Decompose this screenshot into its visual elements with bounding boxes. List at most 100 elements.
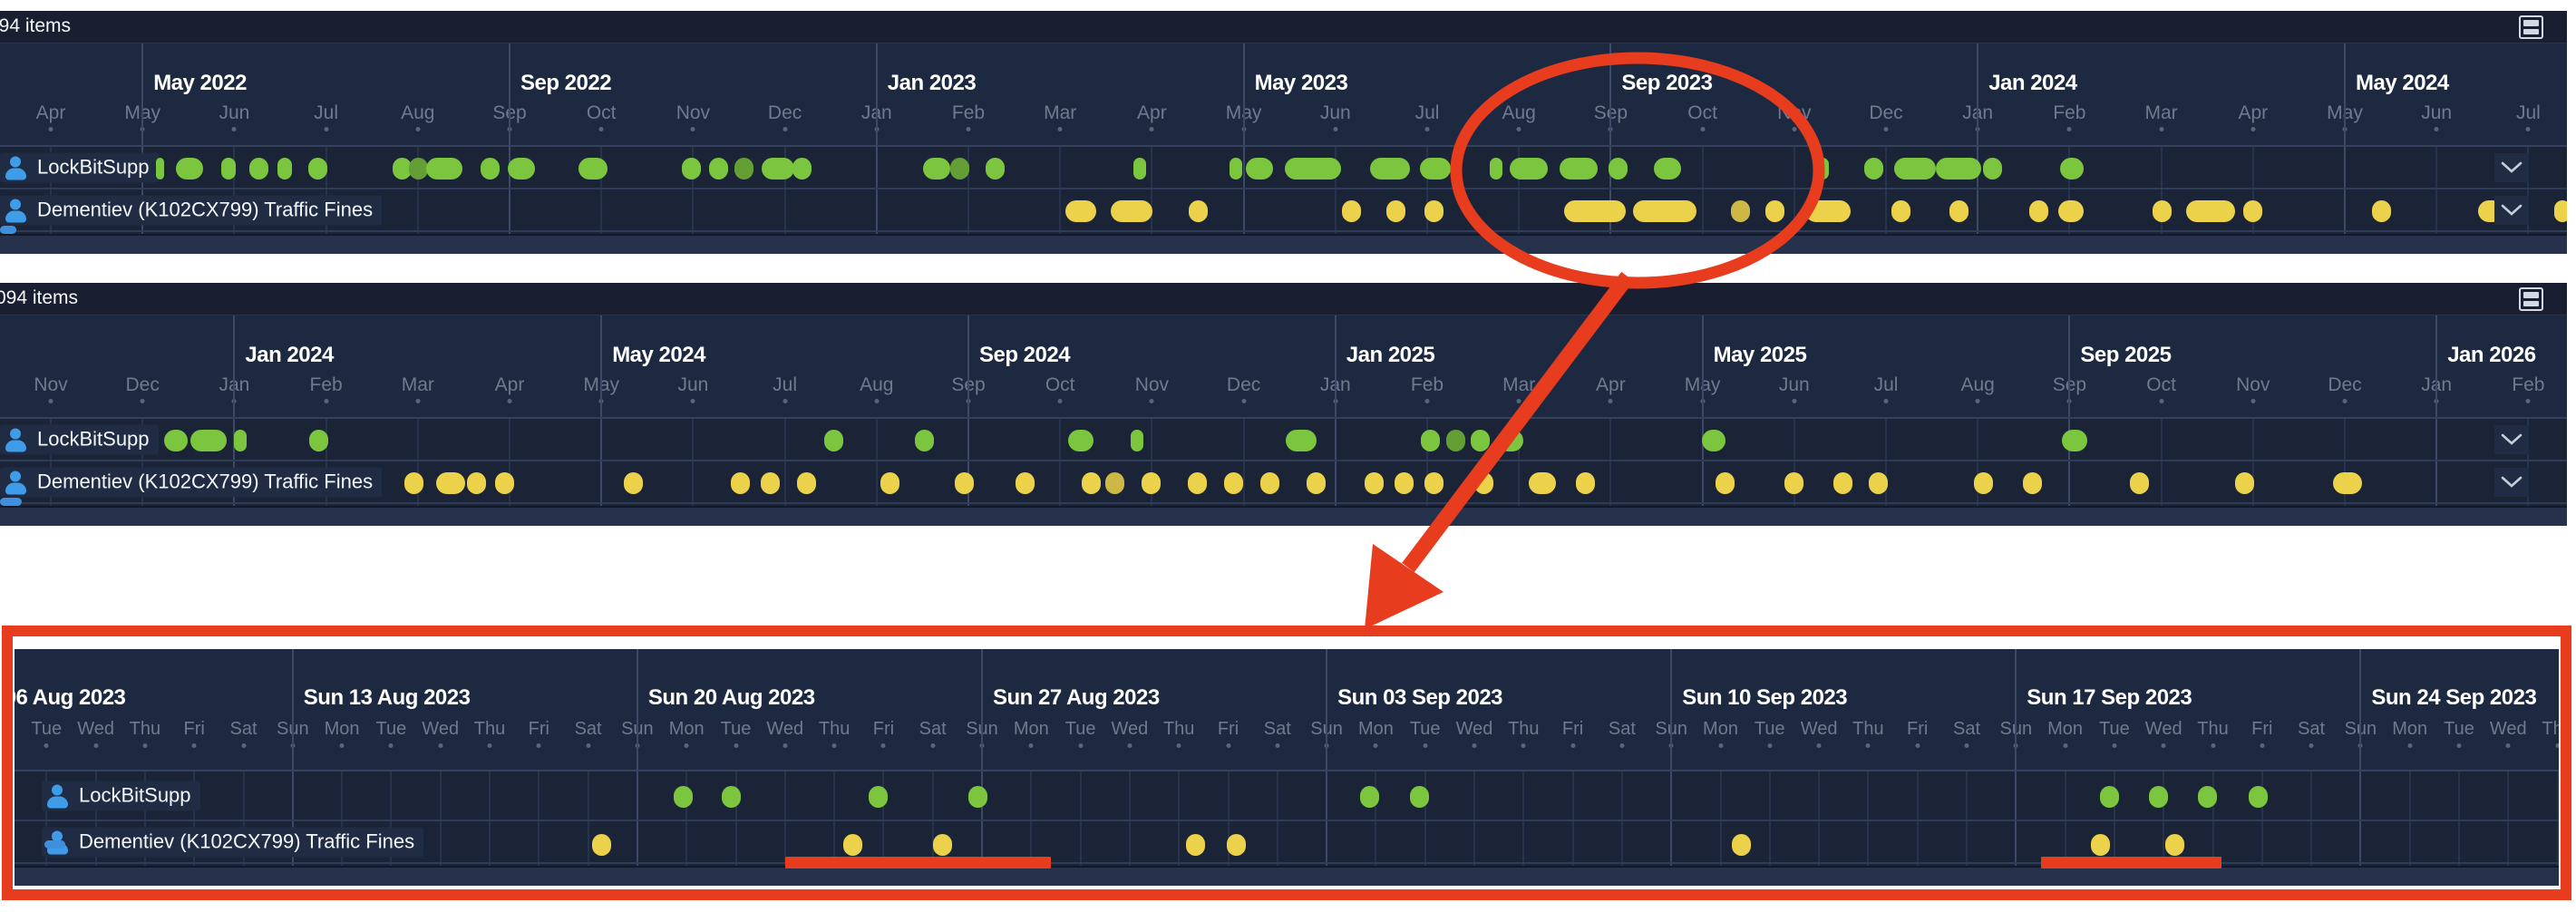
event-dot[interactable]: [1863, 158, 1883, 179]
timeline-row-lockbitsupp[interactable]: LockBitSupp: [0, 147, 2567, 189]
row-label-chip[interactable]: Dementiev (K102CX799) Traffic Fines: [0, 467, 383, 497]
event-dot[interactable]: [190, 430, 227, 451]
event-dot[interactable]: [221, 158, 236, 179]
event-dot[interactable]: [436, 472, 465, 494]
event-dot[interactable]: [1894, 158, 1936, 179]
event-dot[interactable]: [1385, 200, 1405, 222]
timeline-row-dementiev[interactable]: Dementiev (K102CX799) Traffic Fines: [0, 189, 2567, 232]
event-dot[interactable]: [880, 472, 899, 494]
event-dot[interactable]: [1575, 472, 1595, 494]
event-dot[interactable]: [2186, 200, 2235, 222]
event-dot[interactable]: [176, 158, 203, 179]
event-dot[interactable]: [985, 158, 1005, 179]
event-dot[interactable]: [1832, 472, 1852, 494]
timeline-row-lockbitsupp[interactable]: LockBitSupp: [15, 771, 2559, 821]
scroll-thumb[interactable]: [44, 840, 65, 849]
event-dot[interactable]: [2242, 200, 2262, 222]
event-dot[interactable]: [2129, 472, 2149, 494]
overview-strip[interactable]: [15, 866, 2559, 886]
event-dot[interactable]: [1306, 472, 1326, 494]
event-dot[interactable]: [307, 158, 327, 179]
timeline-row-lockbitsupp[interactable]: LockBitSupp: [0, 419, 2567, 461]
event-dot[interactable]: [277, 158, 292, 179]
overview-strip[interactable]: [0, 234, 2567, 254]
row-label-chip[interactable]: LockBitSupp: [42, 781, 200, 810]
row-label-chip[interactable]: Dementiev (K102CX799) Traffic Fines: [42, 827, 424, 857]
event-dot[interactable]: [1420, 158, 1451, 179]
row-label-chip[interactable]: LockBitSupp: [0, 152, 159, 182]
event-dot[interactable]: [1223, 472, 1243, 494]
event-dot[interactable]: [1608, 158, 1628, 179]
event-dot[interactable]: [1111, 200, 1152, 222]
event-dot[interactable]: [1230, 158, 1242, 179]
event-dot[interactable]: [1982, 158, 2002, 179]
event-dot[interactable]: [234, 430, 247, 451]
event-dot[interactable]: [967, 786, 987, 808]
event-dot[interactable]: [2197, 786, 2217, 808]
event-dot[interactable]: [796, 472, 816, 494]
event-dot[interactable]: [1133, 158, 1146, 179]
scroll-thumb[interactable]: [0, 226, 16, 234]
event-dot[interactable]: [1285, 158, 1341, 179]
event-dot[interactable]: [1104, 472, 1124, 494]
event-dot[interactable]: [1973, 472, 1993, 494]
event-dot[interactable]: [1529, 472, 1556, 494]
event-dot[interactable]: [2333, 472, 2362, 494]
event-dot[interactable]: [1654, 158, 1681, 179]
event-dot[interactable]: [1470, 430, 1490, 451]
event-dot[interactable]: [1364, 472, 1384, 494]
event-dot[interactable]: [823, 430, 843, 451]
event-dot[interactable]: [730, 472, 750, 494]
chevron-down-icon[interactable]: [2494, 467, 2529, 497]
event-dot[interactable]: [1015, 472, 1035, 494]
event-dot[interactable]: [2099, 786, 2119, 808]
event-dot[interactable]: [2148, 786, 2168, 808]
event-dot[interactable]: [1949, 200, 1968, 222]
event-dot[interactable]: [1185, 834, 1205, 856]
chevron-down-icon[interactable]: [2494, 152, 2529, 182]
event-dot[interactable]: [494, 472, 514, 494]
event-dot[interactable]: [1891, 200, 1910, 222]
event-dot[interactable]: [2164, 834, 2184, 856]
event-dot[interactable]: [914, 430, 934, 451]
event-dot[interactable]: [708, 158, 728, 179]
event-dot[interactable]: [2371, 200, 2391, 222]
event-dot[interactable]: [1936, 158, 1981, 179]
chevron-down-icon[interactable]: [2494, 195, 2529, 225]
event-dot[interactable]: [403, 472, 423, 494]
event-dot[interactable]: [949, 158, 969, 179]
event-dot[interactable]: [868, 786, 888, 808]
event-dot[interactable]: [1490, 158, 1502, 179]
event-dot[interactable]: [1816, 158, 1829, 179]
event-dot[interactable]: [1259, 472, 1279, 494]
event-dot[interactable]: [1081, 472, 1101, 494]
event-dot[interactable]: [1498, 430, 1523, 451]
event-dot[interactable]: [1633, 200, 1696, 222]
event-dot[interactable]: [2028, 200, 2048, 222]
event-dot[interactable]: [1359, 786, 1379, 808]
event-dot[interactable]: [681, 158, 701, 179]
event-dot[interactable]: [1394, 472, 1414, 494]
event-dot[interactable]: [508, 158, 535, 179]
event-dot[interactable]: [1868, 472, 1888, 494]
event-dot[interactable]: [1226, 834, 1246, 856]
event-dot[interactable]: [734, 158, 753, 179]
event-dot[interactable]: [792, 158, 812, 179]
event-dot[interactable]: [578, 158, 608, 179]
event-dot[interactable]: [932, 834, 952, 856]
event-dot[interactable]: [623, 472, 643, 494]
event-dot[interactable]: [923, 158, 950, 179]
event-dot[interactable]: [2060, 158, 2084, 179]
event-dot[interactable]: [842, 834, 862, 856]
event-dot[interactable]: [721, 786, 741, 808]
event-dot[interactable]: [1065, 200, 1096, 222]
event-dot[interactable]: [248, 158, 268, 179]
timeline-row-dementiev[interactable]: Dementiev (K102CX799) Traffic Fines: [0, 461, 2567, 504]
event-dot[interactable]: [392, 158, 412, 179]
row-label-chip[interactable]: Dementiev (K102CX799) Traffic Fines: [0, 195, 383, 225]
rows-layout-icon[interactable]: [2519, 15, 2543, 39]
event-dot[interactable]: [762, 158, 794, 179]
event-dot[interactable]: [1188, 200, 1208, 222]
event-dot[interactable]: [1141, 472, 1161, 494]
event-dot[interactable]: [1370, 158, 1410, 179]
